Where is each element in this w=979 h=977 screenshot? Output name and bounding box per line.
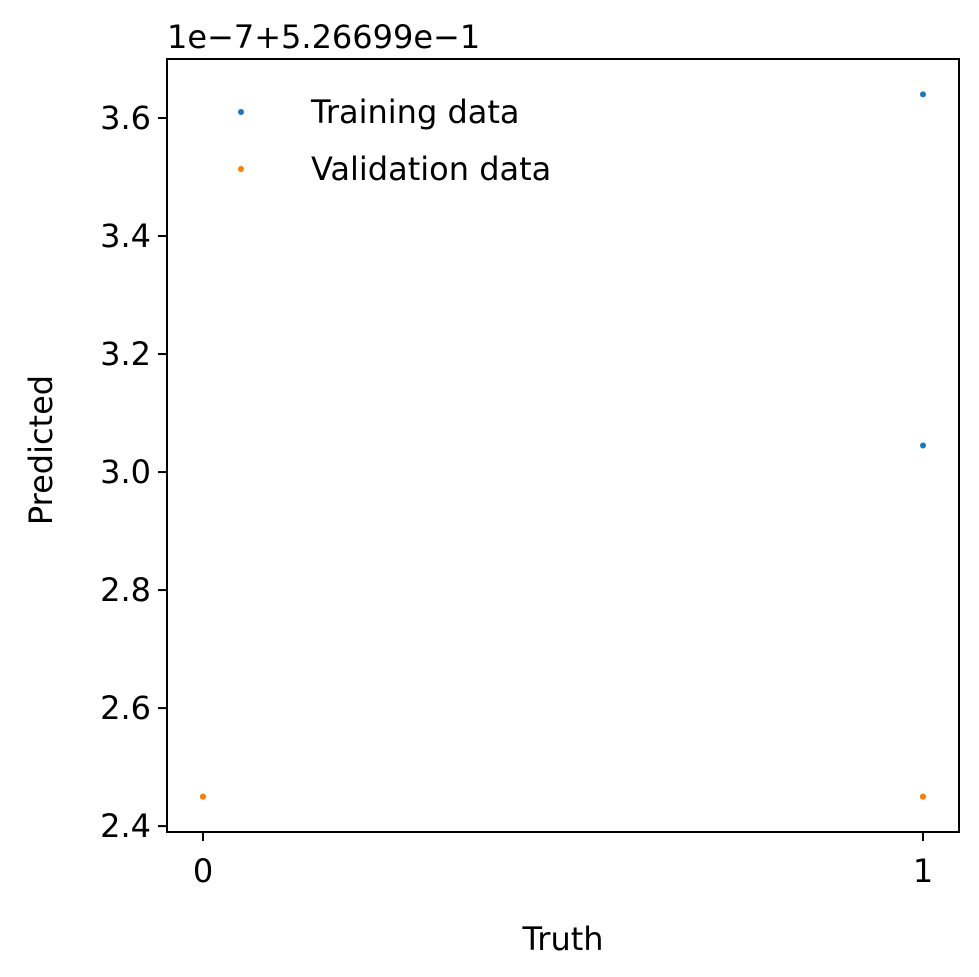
data-point-training (920, 442, 926, 449)
y-tick-label: 2.4 (100, 807, 151, 845)
x-tick-label: 1 (913, 852, 933, 890)
x-axis-label: Truth (521, 920, 603, 958)
y-tick-label: 3.0 (100, 453, 151, 491)
data-points (200, 91, 926, 800)
y-tick-label: 2.6 (100, 689, 151, 727)
y-tick-label: 3.6 (100, 99, 151, 137)
y-tick-label: 3.4 (100, 217, 151, 255)
legend-marker (238, 109, 244, 115)
plot-frame (166, 58, 960, 833)
y-axis-ticks: 2.4 2.6 2.8 3.0 3.2 3.4 3.6 (100, 99, 167, 845)
data-point-validation (200, 793, 206, 800)
offset-text: 1e−7+5.26699e−1 (167, 18, 480, 56)
plot-background (167, 59, 959, 832)
y-tick-label: 3.2 (100, 335, 151, 373)
legend-label: Training data (310, 93, 520, 131)
y-axis-label: Predicted (22, 375, 60, 525)
legend: Training data Validation data (238, 93, 551, 188)
data-point-training (920, 91, 926, 98)
y-tick-label: 2.8 (100, 571, 151, 609)
legend-label: Validation data (311, 150, 551, 188)
legend-marker (238, 166, 244, 172)
data-point-validation (920, 793, 926, 800)
x-tick-label: 0 (193, 852, 213, 890)
